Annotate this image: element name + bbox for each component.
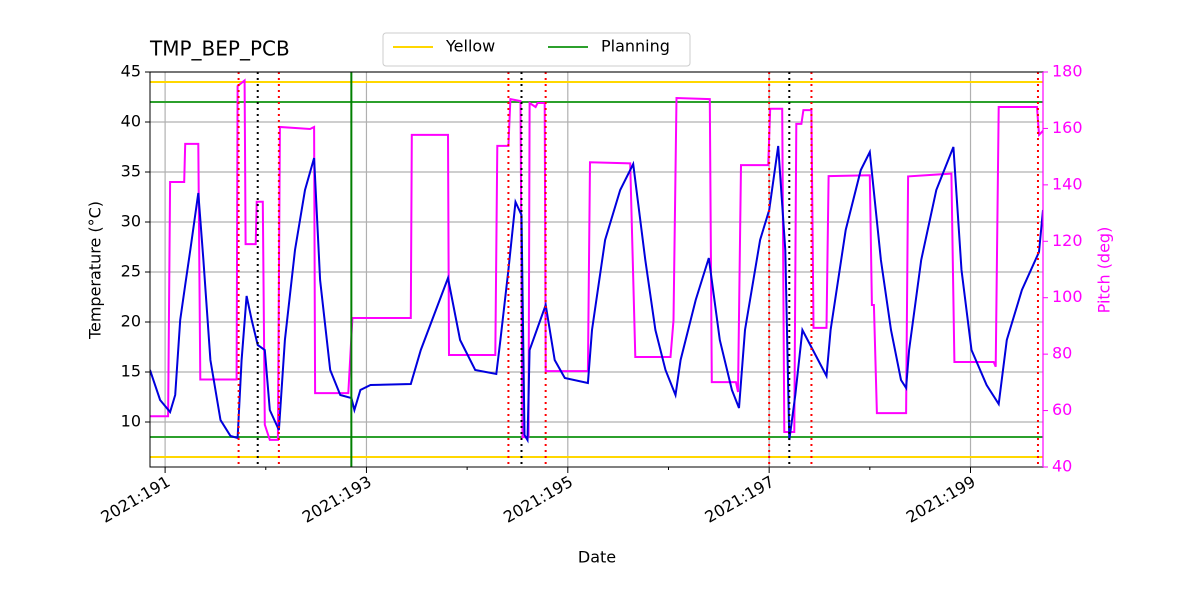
- y-tick-label: 10: [121, 412, 141, 431]
- y-axis-label: Temperature (°C): [86, 201, 105, 340]
- y-tick-label: 30: [121, 212, 141, 231]
- y2-tick-label: 120: [1052, 231, 1083, 250]
- y2-tick-label: 100: [1052, 287, 1083, 306]
- y2-tick-label: 80: [1052, 344, 1072, 363]
- legend-box: [382, 32, 691, 67]
- y-tick-label: 20: [121, 312, 141, 331]
- legend-label: Planning: [601, 37, 670, 56]
- chart-title: TMP_BEP_PCB: [149, 37, 290, 61]
- series-line: [150, 145, 1043, 444]
- y2-tick-label: 140: [1052, 174, 1083, 193]
- y2-tick-label: 160: [1052, 118, 1083, 137]
- y2-tick-label: 60: [1052, 400, 1072, 419]
- x-tick-label: 2021:199: [903, 472, 979, 527]
- y-tick-label: 25: [121, 262, 141, 281]
- y-tick-label: 40: [121, 112, 141, 131]
- series-line: [150, 78, 1043, 441]
- y-tick-label: 35: [121, 162, 141, 181]
- x-tick-label: 2021:195: [500, 472, 576, 527]
- legend-label: Yellow: [445, 37, 495, 56]
- y2-tick-label: 180: [1052, 62, 1083, 81]
- x-tick-label: 2021:191: [97, 472, 173, 527]
- y-tick-label: 45: [121, 62, 141, 81]
- y2-axis-label: Pitch (deg): [1095, 227, 1114, 314]
- y2-tick-label: 40: [1052, 457, 1072, 476]
- plot-frame: [149, 71, 1044, 468]
- x-axis-label: Date: [578, 548, 616, 567]
- x-tick-label: 2021:197: [702, 472, 778, 527]
- y-tick-label: 15: [121, 362, 141, 381]
- x-tick-label: 2021:193: [299, 472, 375, 527]
